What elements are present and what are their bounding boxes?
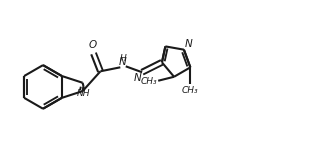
Text: O: O bbox=[89, 40, 97, 50]
Text: N: N bbox=[133, 73, 141, 83]
Text: H: H bbox=[119, 54, 126, 63]
Text: CH₃: CH₃ bbox=[182, 86, 199, 95]
Text: N: N bbox=[185, 39, 193, 49]
Text: NH: NH bbox=[77, 89, 90, 98]
Text: N: N bbox=[119, 57, 127, 67]
Text: CH₃: CH₃ bbox=[140, 77, 157, 86]
